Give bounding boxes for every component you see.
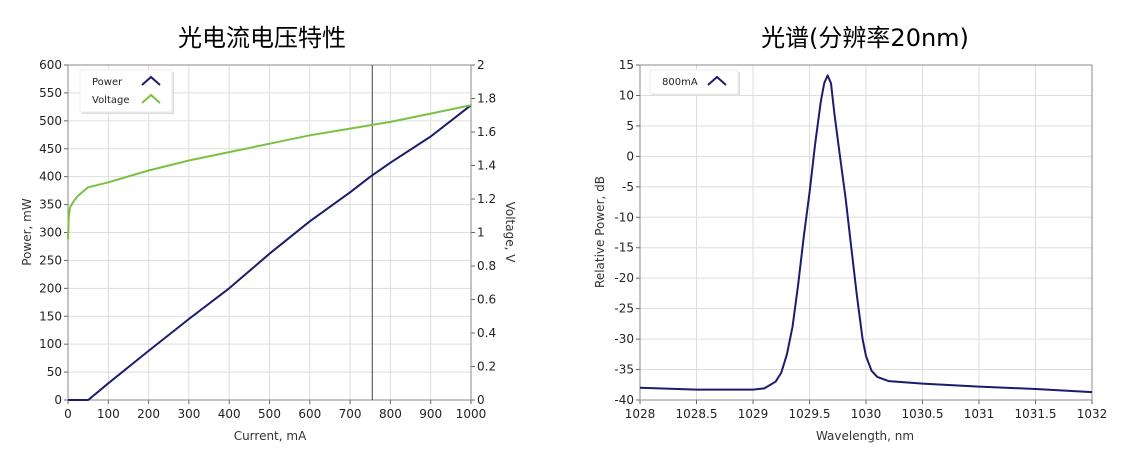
- y2-tick-label: 0.8: [477, 259, 496, 273]
- legend-swatch-800ma: [707, 75, 727, 86]
- y-tick-label: 350: [39, 198, 62, 212]
- y-tick-label: 500: [39, 114, 62, 128]
- legend-box: [79, 69, 173, 113]
- legend-swatch-power: [141, 75, 161, 86]
- y2-tick-label: 0.6: [477, 293, 496, 307]
- series-line-800ma: [639, 74, 1093, 394]
- y-tick-label: 10: [619, 88, 634, 102]
- y-tick-label: -5: [622, 180, 634, 194]
- x-tick-label: 1028.5: [676, 407, 718, 421]
- y-tick-label: 300: [39, 226, 62, 240]
- series-line-power: [68, 104, 472, 401]
- x-tick-label: 0: [64, 407, 72, 421]
- legend-label: Voltage: [92, 95, 130, 106]
- legend-swatch-voltage: [141, 93, 161, 104]
- x-tick-label: 800: [379, 407, 402, 421]
- x-tick-label: 1032: [1077, 407, 1108, 421]
- x-tick-label: 1030.5: [902, 407, 944, 421]
- x-tick-label: 100: [97, 407, 120, 421]
- series-line-voltage: [67, 104, 472, 240]
- x-tick-label: 200: [137, 407, 160, 421]
- y-tick-label: 600: [39, 58, 62, 72]
- y2-axis-label-voltage: Voltage, V: [503, 202, 517, 264]
- y-tick-label: -35: [614, 363, 634, 377]
- iv-chart: 0 100 200 300 400 500 600 700 800 900 100005010015…: [39, 58, 496, 421]
- y-tick-label: 15: [619, 58, 634, 72]
- legend-label: 800mA: [662, 77, 698, 88]
- y-tick-label: -10: [614, 210, 634, 224]
- x-tick-label: 400: [218, 407, 241, 421]
- x-tick-label: 700: [339, 407, 362, 421]
- y2-tick-label: 1: [477, 226, 485, 240]
- y-axis-label-relative-power: Relative Power, dB: [593, 176, 607, 288]
- y-tick-label: 400: [39, 170, 62, 184]
- y2-tick-label: 0: [477, 393, 485, 407]
- x-axis-label-wavelength: Wavelength, nm: [816, 429, 914, 443]
- chart-title-spectrum: 光谱(分辨率20nm): [761, 24, 969, 52]
- y2-tick-label: 1.6: [477, 125, 496, 139]
- y2-tick-label: 0.2: [477, 360, 496, 374]
- x-tick-label: 1031.5: [1015, 407, 1057, 421]
- x-tick-label: 900: [419, 407, 442, 421]
- y-tick-label: 0: [54, 393, 62, 407]
- y-tick-label: 250: [39, 253, 62, 267]
- x-tick-label: 300: [177, 407, 200, 421]
- plot-border: [639, 64, 1093, 401]
- x-tick-label: 600: [298, 407, 321, 421]
- x-tick-label: 1031: [964, 407, 995, 421]
- y2-tick-label: 1.2: [477, 192, 496, 206]
- x-tick-label: 1000: [456, 407, 487, 421]
- chart-title-iv: 光电流电压特性: [178, 24, 346, 52]
- x-tick-label: 1029: [738, 407, 769, 421]
- x-tick-label: 1029.5: [789, 407, 831, 421]
- y2-tick-label: 0.4: [477, 326, 496, 340]
- y2-tick-label: 2: [477, 58, 485, 72]
- y-tick-label: -15: [614, 241, 634, 255]
- y-tick-label: 50: [47, 365, 62, 379]
- legend-label: Power: [92, 77, 123, 88]
- y2-tick-label: 1.8: [477, 92, 496, 106]
- x-tick-label: 1030: [851, 407, 882, 421]
- y-tick-label: 150: [39, 309, 62, 323]
- y2-tick-label: 1.4: [477, 159, 496, 173]
- spectrum-chart: 1028 1028.5 1029 1029.5 1030 1030.5 1031 1031.5…: [614, 58, 1107, 421]
- y-tick-label: -30: [614, 332, 634, 346]
- y-tick-label: -40: [614, 393, 634, 407]
- y-tick-label: 0: [626, 149, 634, 163]
- y-tick-label: 450: [39, 142, 62, 156]
- y-tick-label: 550: [39, 86, 62, 100]
- legend-box: [649, 69, 739, 95]
- y-tick-label: 200: [39, 281, 62, 295]
- y-tick-label: 100: [39, 337, 62, 351]
- y-axis-label-power: Power, mW: [20, 198, 34, 266]
- y-tick-label: 5: [626, 119, 634, 133]
- x-tick-label: 500: [258, 407, 281, 421]
- y-tick-label: -20: [614, 271, 634, 285]
- x-axis-label-iv: Current, mA: [234, 429, 307, 443]
- y-tick-label: -25: [614, 302, 634, 316]
- x-tick-label: 1028: [625, 407, 656, 421]
